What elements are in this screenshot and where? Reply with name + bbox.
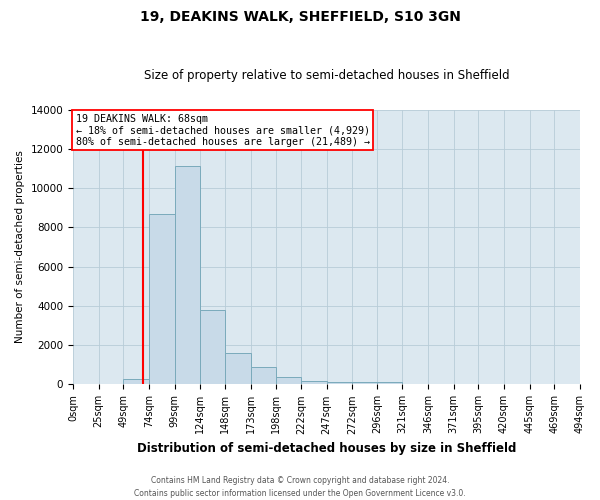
Bar <box>200 310 225 384</box>
Bar <box>276 377 301 384</box>
Bar <box>149 214 175 384</box>
Bar <box>225 353 251 384</box>
Bar <box>352 382 377 384</box>
Title: Size of property relative to semi-detached houses in Sheffield: Size of property relative to semi-detach… <box>144 69 509 82</box>
Bar <box>377 382 403 384</box>
X-axis label: Distribution of semi-detached houses by size in Sheffield: Distribution of semi-detached houses by … <box>137 442 516 455</box>
Text: 19, DEAKINS WALK, SHEFFIELD, S10 3GN: 19, DEAKINS WALK, SHEFFIELD, S10 3GN <box>140 10 460 24</box>
Bar <box>326 382 352 384</box>
Text: Contains HM Land Registry data © Crown copyright and database right 2024.
Contai: Contains HM Land Registry data © Crown c… <box>134 476 466 498</box>
Bar <box>124 378 149 384</box>
Bar <box>175 166 200 384</box>
Y-axis label: Number of semi-detached properties: Number of semi-detached properties <box>15 150 25 344</box>
Bar <box>251 367 276 384</box>
Text: 19 DEAKINS WALK: 68sqm
← 18% of semi-detached houses are smaller (4,929)
80% of : 19 DEAKINS WALK: 68sqm ← 18% of semi-det… <box>76 114 370 147</box>
Bar <box>301 380 326 384</box>
